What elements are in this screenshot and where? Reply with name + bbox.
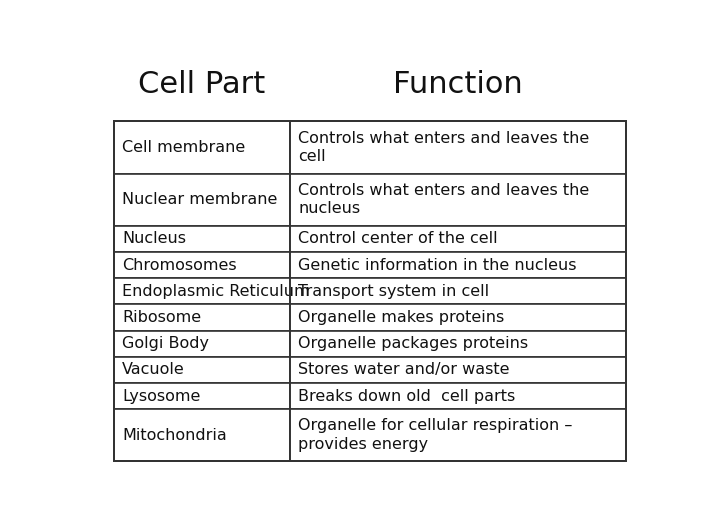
Bar [114,409,290,461]
Text: Genetic information in the nucleus: Genetic information in the nucleus [299,258,577,272]
Bar [290,331,626,357]
Text: Controls what enters and leaves the
cell: Controls what enters and leaves the cell [299,131,589,164]
Text: Breaks down old  cell parts: Breaks down old cell parts [299,389,515,404]
Bar [290,304,626,331]
Bar [290,174,626,226]
Text: Ribosome: Ribosome [122,310,201,325]
Bar [114,331,290,357]
Bar [290,121,626,174]
Bar [114,304,290,331]
Text: Transport system in cell: Transport system in cell [299,284,489,299]
Bar [290,409,626,461]
Text: Lysosome: Lysosome [122,389,201,404]
Bar [114,278,290,304]
Text: Nucleus: Nucleus [122,232,186,246]
Text: Endoplasmic Reticulum: Endoplasmic Reticulum [122,284,309,299]
Text: Stores water and/or waste: Stores water and/or waste [299,362,510,377]
Bar [290,226,626,252]
Bar [114,174,290,226]
Bar [114,121,290,174]
Bar [290,383,626,409]
Bar [290,357,626,383]
Text: Organelle packages proteins: Organelle packages proteins [299,336,528,351]
Bar [290,252,626,278]
Text: Cell Part: Cell Part [138,71,265,99]
Bar [290,278,626,304]
Bar [114,357,290,383]
Text: Controls what enters and leaves the
nucleus: Controls what enters and leaves the nucl… [299,183,589,217]
Text: Function: Function [393,71,523,99]
Text: Nuclear membrane: Nuclear membrane [122,192,277,207]
Text: Vacuole: Vacuole [122,362,185,377]
Bar [114,383,290,409]
Text: Organelle makes proteins: Organelle makes proteins [299,310,505,325]
Text: Chromosomes: Chromosomes [122,258,237,272]
Text: Cell membrane: Cell membrane [122,140,245,155]
Text: Golgi Body: Golgi Body [122,336,209,351]
Bar [114,121,626,461]
Bar [114,252,290,278]
Text: Organelle for cellular respiration –
provides energy: Organelle for cellular respiration – pro… [299,418,572,452]
Text: Control center of the cell: Control center of the cell [299,232,498,246]
Text: Mitochondria: Mitochondria [122,428,227,443]
Bar [114,226,290,252]
